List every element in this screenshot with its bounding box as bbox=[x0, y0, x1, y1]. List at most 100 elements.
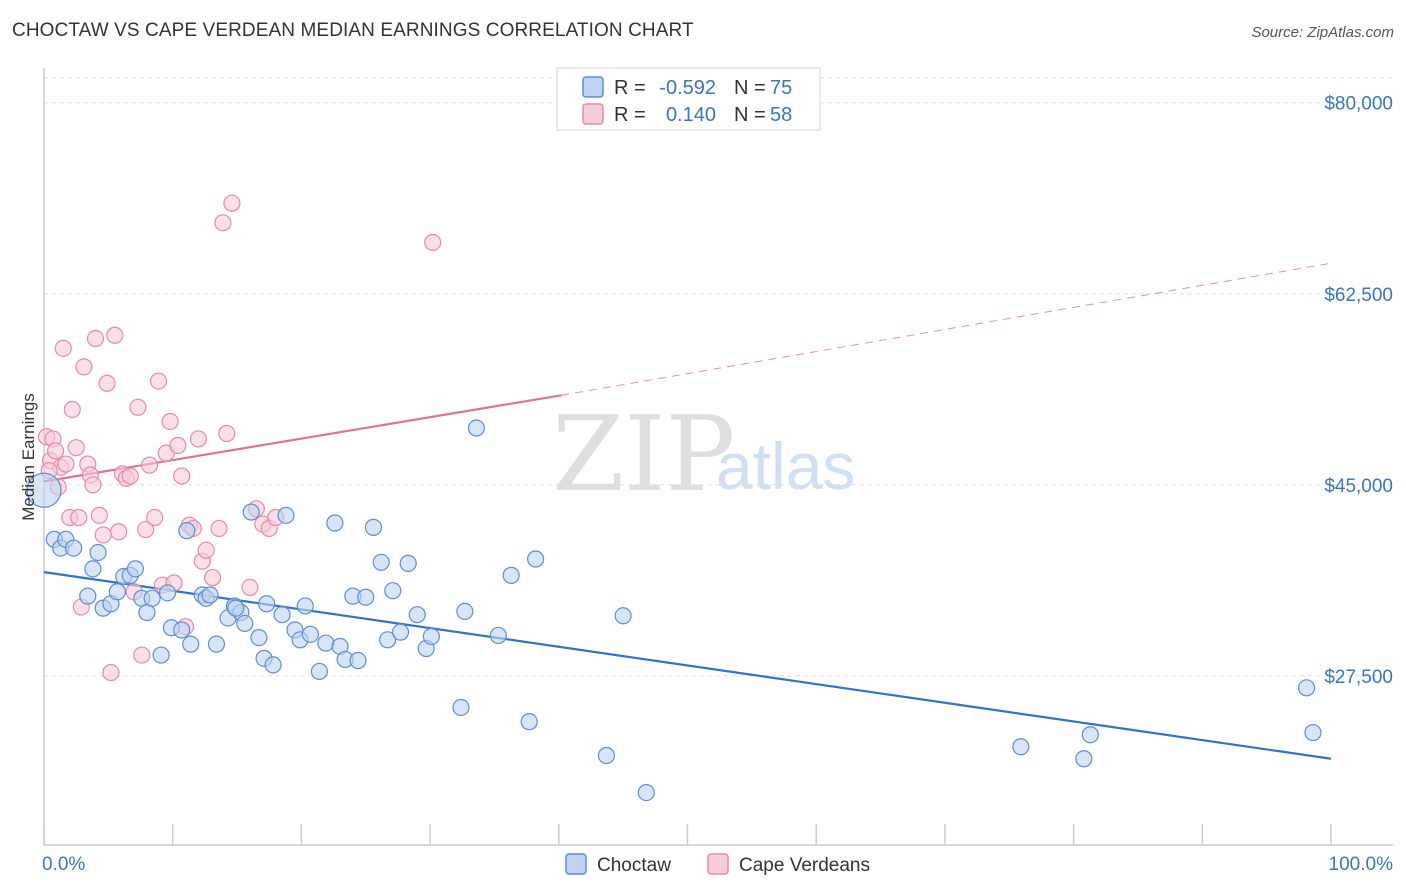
choctaw-point-16 bbox=[143, 589, 161, 607]
series-legend-label-choctaw: Choctaw bbox=[597, 855, 671, 876]
choctaw-point-64 bbox=[520, 713, 538, 731]
choctaw-point-21 bbox=[178, 522, 196, 540]
cape-verdean-point-11 bbox=[70, 508, 88, 527]
choctaw-point-59 bbox=[452, 698, 470, 717]
cape-verdean-point-16 bbox=[84, 476, 102, 494]
choctaw-point-41 bbox=[301, 625, 320, 643]
source-credit: Source: ZipAtlas.com bbox=[1251, 24, 1394, 41]
choctaw-point-69 bbox=[1012, 738, 1030, 756]
cape-verdean-point-7 bbox=[57, 455, 75, 473]
cape-verdean-point-47 bbox=[210, 519, 228, 538]
legend-r-label-choctaw: R = bbox=[614, 77, 646, 99]
y-tick-label-2: $45,000 bbox=[1324, 476, 1393, 497]
choctaw-point-58 bbox=[422, 627, 440, 646]
choctaw-point-51 bbox=[372, 553, 390, 571]
choctaw-point-61 bbox=[467, 419, 486, 437]
choctaw-point-35 bbox=[264, 656, 282, 674]
choctaw-point-56 bbox=[408, 606, 426, 624]
legend-swatch-cape-verdeans bbox=[582, 103, 604, 125]
cape-verdean-point-31 bbox=[140, 456, 159, 474]
legend-r-label-cape-verdeans: R = bbox=[614, 104, 646, 126]
choctaw-point-15 bbox=[138, 603, 156, 622]
cape-verdean-point-56 bbox=[424, 233, 442, 252]
cape-verdean-point-38 bbox=[169, 436, 187, 455]
cape-verdean-point-51 bbox=[241, 578, 259, 596]
x-tick-label-start: 0.0% bbox=[42, 854, 85, 875]
chart-title: CHOCTAW VS CAPE VERDEAN MEDIAN EARNINGS … bbox=[12, 20, 694, 41]
y-axis-label: Median Earnings bbox=[19, 393, 38, 521]
cape-verdean-point-30 bbox=[137, 520, 155, 539]
cape-verdean-point-49 bbox=[218, 424, 236, 443]
cape-verdean-point-23 bbox=[110, 523, 128, 541]
series-legend-swatch-choctaw bbox=[565, 853, 587, 875]
choctaw-point-34 bbox=[258, 595, 276, 613]
cape-verdean-point-28 bbox=[129, 398, 147, 416]
choctaw-point-10 bbox=[108, 583, 126, 601]
choctaw-point-68 bbox=[637, 784, 655, 802]
choctaw-point-67 bbox=[614, 607, 632, 625]
cape-verdean-point-45 bbox=[197, 541, 215, 559]
legend-swatch-choctaw bbox=[582, 76, 604, 98]
choctaw-point-40 bbox=[296, 597, 314, 615]
choctaw-point-49 bbox=[357, 588, 375, 606]
cape-verdean-point-18 bbox=[90, 506, 108, 524]
choctaw-point-52 bbox=[379, 631, 397, 649]
axes bbox=[43, 68, 1393, 846]
choctaw-point-31 bbox=[242, 503, 260, 521]
cape-verdean-point-19 bbox=[94, 526, 112, 544]
choctaw-point-5 bbox=[79, 587, 97, 605]
choctaw-point-70 bbox=[1075, 750, 1093, 768]
choctaw-point-7 bbox=[89, 543, 107, 562]
choctaw-point-22 bbox=[182, 635, 200, 653]
cape-verdean-point-21 bbox=[102, 663, 120, 682]
choctaw-point-13 bbox=[126, 560, 144, 578]
cape-verdean-point-50 bbox=[223, 194, 241, 212]
choctaw-point-17 bbox=[152, 646, 170, 664]
cape-verdean-point-26 bbox=[121, 467, 139, 485]
choctaw-point-6 bbox=[84, 560, 102, 578]
trend-line-cape-verdeans-extension bbox=[561, 262, 1332, 396]
choctaw-point-43 bbox=[317, 634, 335, 652]
choctaw-points bbox=[26, 419, 1322, 802]
series-legend-label-cape-verdeans: Cape Verdeans bbox=[739, 855, 870, 876]
choctaw-point-18 bbox=[158, 584, 177, 602]
legend-n-label-choctaw: N = bbox=[734, 77, 766, 99]
watermark-zip: ZIP bbox=[552, 393, 735, 515]
legend-r-value-cape-verdeans: 0.140 bbox=[666, 104, 716, 126]
choctaw-point-62 bbox=[489, 626, 507, 645]
choctaw-point-72 bbox=[1297, 679, 1316, 697]
choctaw-point-37 bbox=[277, 506, 295, 524]
cape-verdean-point-39 bbox=[173, 467, 191, 485]
watermark-atlas: atlas bbox=[716, 429, 855, 503]
y-tick-label-1: $62,500 bbox=[1324, 285, 1393, 306]
cape-verdean-point-48 bbox=[214, 214, 232, 232]
series-legend: Choctaw Cape Verdeans bbox=[565, 853, 870, 876]
choctaw-point-32 bbox=[250, 629, 268, 647]
choctaw-point-53 bbox=[384, 582, 402, 600]
legend-n-label-cape-verdeans: N = bbox=[734, 104, 766, 126]
y-tick-label-3: $27,500 bbox=[1324, 667, 1393, 688]
choctaw-point-55 bbox=[399, 554, 417, 572]
cape-verdean-point-29 bbox=[133, 646, 151, 664]
cape-verdean-point-22 bbox=[106, 326, 124, 344]
choctaw-point-4 bbox=[65, 539, 83, 557]
choctaw-point-73 bbox=[1304, 723, 1322, 742]
choctaw-point-30 bbox=[236, 614, 254, 633]
choctaw-point-50 bbox=[364, 518, 383, 536]
choctaw-point-74 bbox=[227, 599, 245, 617]
y-tick-label-0: $80,000 bbox=[1324, 94, 1393, 115]
cape-verdean-point-36 bbox=[161, 412, 179, 431]
choctaw-point-60 bbox=[456, 602, 474, 621]
cape-verdean-point-13 bbox=[75, 358, 93, 376]
cape-verdean-point-32 bbox=[146, 508, 164, 527]
cape-verdean-point-20 bbox=[98, 374, 116, 392]
choctaw-point-54 bbox=[391, 623, 410, 641]
choctaw-point-36 bbox=[273, 606, 291, 624]
x-tick-label-end: 100.0% bbox=[1329, 854, 1394, 875]
legend-n-value-cape-verdeans: 58 bbox=[770, 104, 792, 126]
choctaw-point-71 bbox=[1081, 726, 1099, 744]
legend-r-value-choctaw: -0.592 bbox=[659, 77, 716, 99]
cape-verdean-point-43 bbox=[189, 430, 208, 448]
choctaw-point-42 bbox=[310, 662, 329, 681]
